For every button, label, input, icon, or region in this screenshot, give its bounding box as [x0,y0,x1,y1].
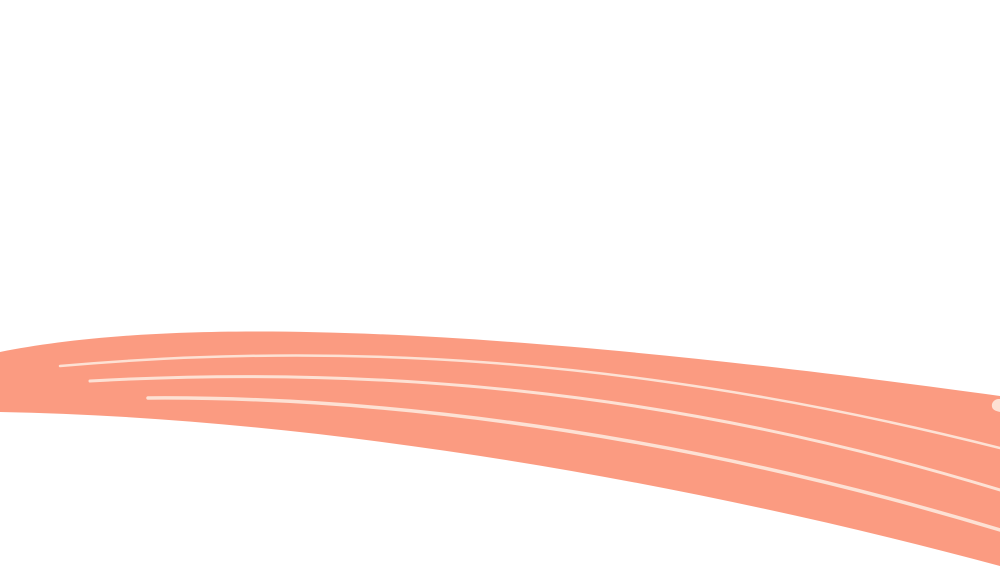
swoosh-stripe [88,375,1000,492]
swoosh-band [0,331,1000,566]
swoosh-stripe [146,396,1000,532]
swoosh-accent [991,398,1000,412]
swoosh-stripe [58,354,1000,450]
